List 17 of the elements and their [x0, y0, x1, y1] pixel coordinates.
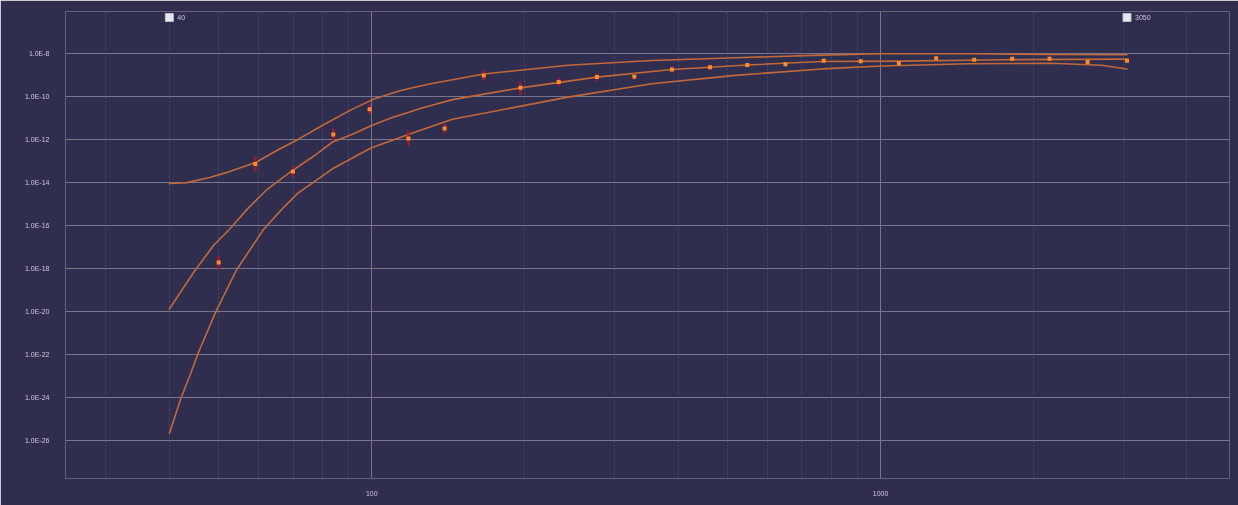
- point: [1085, 59, 1090, 64]
- point: [858, 59, 863, 64]
- point: [331, 132, 336, 137]
- point: [253, 162, 258, 167]
- point: [1125, 58, 1130, 63]
- point: [481, 73, 486, 78]
- point: [896, 61, 901, 66]
- point: [783, 62, 788, 67]
- point: [1010, 56, 1015, 61]
- point: [518, 85, 523, 90]
- point: [216, 260, 221, 265]
- point: [406, 136, 411, 141]
- point: [972, 57, 977, 62]
- point: [1047, 56, 1052, 61]
- point: [821, 58, 826, 63]
- point: [934, 56, 939, 61]
- point: [745, 62, 750, 67]
